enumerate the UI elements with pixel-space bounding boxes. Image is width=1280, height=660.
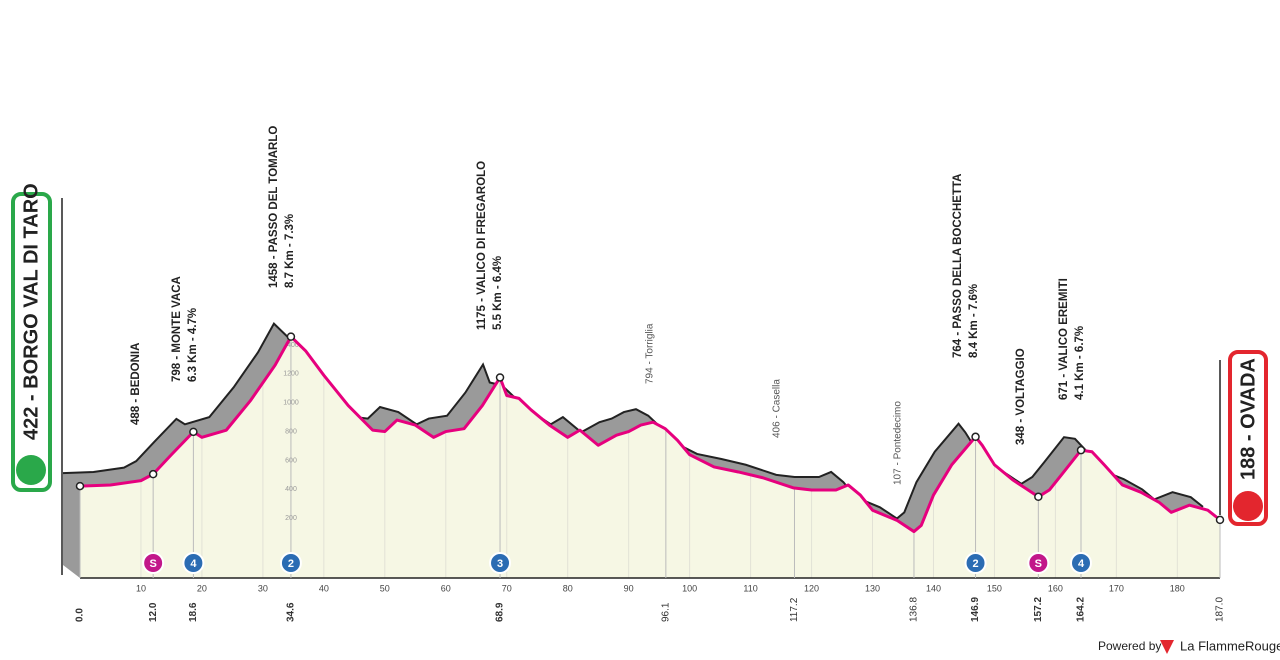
waypoint-label: 1175 - VALICO DI FREGAROLO bbox=[476, 161, 488, 330]
km-label: 136.8 bbox=[909, 597, 920, 622]
x-tick-label: 50 bbox=[380, 583, 390, 593]
km-label: 146.9 bbox=[970, 597, 981, 622]
x-tick-label: 110 bbox=[743, 583, 757, 593]
km-label: 12.0 bbox=[148, 602, 159, 622]
brand-logo bbox=[1160, 640, 1174, 654]
start-sign bbox=[11, 192, 52, 492]
badge bbox=[142, 552, 165, 574]
waypoint-label: 348 - VOLTAGGIO bbox=[1015, 348, 1027, 445]
waypoint-detail: 8.7 Km - 7.3% bbox=[284, 214, 296, 288]
x-tick-label: 80 bbox=[563, 583, 573, 593]
x-tick-label: 70 bbox=[502, 583, 512, 593]
start-icon bbox=[16, 455, 46, 485]
x-tick-label: 60 bbox=[441, 583, 451, 593]
x-tick-label: 100 bbox=[682, 583, 697, 593]
waypoint-label: 107 - Pontedecimo bbox=[893, 401, 904, 485]
km-label: 157.2 bbox=[1033, 597, 1044, 622]
waypoint-label: 488 - BEDONIA bbox=[130, 343, 142, 425]
start-label: 422 - BORGO VAL DI TARO bbox=[20, 183, 42, 440]
waypoint-detail: 8.4 Km - 7.6% bbox=[968, 284, 980, 358]
badge-label: 4 bbox=[1078, 558, 1085, 570]
x-tick-label: 140 bbox=[926, 583, 941, 593]
km-label: 96.1 bbox=[660, 602, 671, 622]
waypoint-label: 798 - MONTE VACA bbox=[171, 276, 183, 382]
x-tick-label: 170 bbox=[1109, 583, 1124, 593]
waypoint-detail: 5.5 Km - 6.4% bbox=[492, 256, 504, 330]
x-tick-label: 120 bbox=[804, 583, 819, 593]
badge bbox=[489, 552, 512, 574]
badge bbox=[279, 552, 302, 574]
x-tick-label: 10 bbox=[136, 583, 146, 593]
waypoint-label: 794 - Torriglia bbox=[645, 323, 656, 384]
km-label: 18.6 bbox=[188, 602, 199, 622]
km-dot bbox=[75, 481, 85, 491]
badge-label: 4 bbox=[190, 558, 197, 570]
km-label: 164.2 bbox=[1076, 597, 1087, 622]
x-tick-label: 150 bbox=[987, 583, 1002, 593]
x-tick-label: 180 bbox=[1170, 583, 1185, 593]
badge bbox=[1070, 552, 1093, 574]
km-dot bbox=[1076, 445, 1086, 455]
km-dot bbox=[971, 432, 980, 442]
km-label: 68.9 bbox=[495, 602, 506, 622]
waypoint-detail: 4.1 Km - 6.7% bbox=[1074, 326, 1086, 400]
x-tick-label: 130 bbox=[865, 583, 880, 593]
waypoint-label: 1458 - PASSO DEL TOMARLO bbox=[268, 126, 280, 288]
profile-line bbox=[79, 335, 1221, 534]
x-tick-label: 20 bbox=[197, 583, 207, 593]
brand: La FlammeRouge bbox=[1180, 638, 1280, 653]
badge-label: S bbox=[1035, 558, 1042, 570]
km-label: 0.0 bbox=[75, 608, 86, 622]
km-dot bbox=[1034, 492, 1043, 502]
km-dot bbox=[286, 332, 296, 341]
badge bbox=[1027, 552, 1050, 574]
finish-icon bbox=[1233, 491, 1263, 521]
km-dot bbox=[148, 469, 158, 479]
badge bbox=[182, 552, 205, 574]
km-label: 187.0 bbox=[1215, 597, 1226, 622]
badge-label: 3 bbox=[497, 558, 503, 570]
waypoint-label: 671 - VALICO EREMITI bbox=[1058, 278, 1070, 400]
waypoint-label: 406 - Casella bbox=[772, 379, 783, 438]
badge-label: 2 bbox=[972, 558, 978, 570]
x-tick-label: 160 bbox=[1048, 583, 1063, 593]
km-dot bbox=[189, 427, 198, 437]
finish-label: 188 - OVADA bbox=[1237, 358, 1259, 480]
x-tick-label: 30 bbox=[258, 583, 268, 593]
waypoint-label: 764 - PASSO DELLA BOCCHETTA bbox=[952, 174, 964, 358]
waypoint-detail: 6.3 Km - 4.7% bbox=[187, 308, 199, 382]
km-label: 117.2 bbox=[789, 597, 800, 622]
badge bbox=[964, 552, 987, 574]
x-tick-label: 90 bbox=[624, 583, 634, 593]
badge-label: 2 bbox=[288, 558, 294, 570]
finish-sign bbox=[1228, 350, 1268, 526]
km-dot bbox=[1215, 515, 1225, 525]
badge-label: S bbox=[149, 558, 156, 570]
km-dot bbox=[495, 373, 505, 382]
x-tick-label: 40 bbox=[319, 583, 329, 593]
powered-by: Powered by bbox=[1098, 639, 1161, 653]
profile-area bbox=[80, 336, 1220, 578]
km-label: 34.6 bbox=[286, 602, 297, 622]
